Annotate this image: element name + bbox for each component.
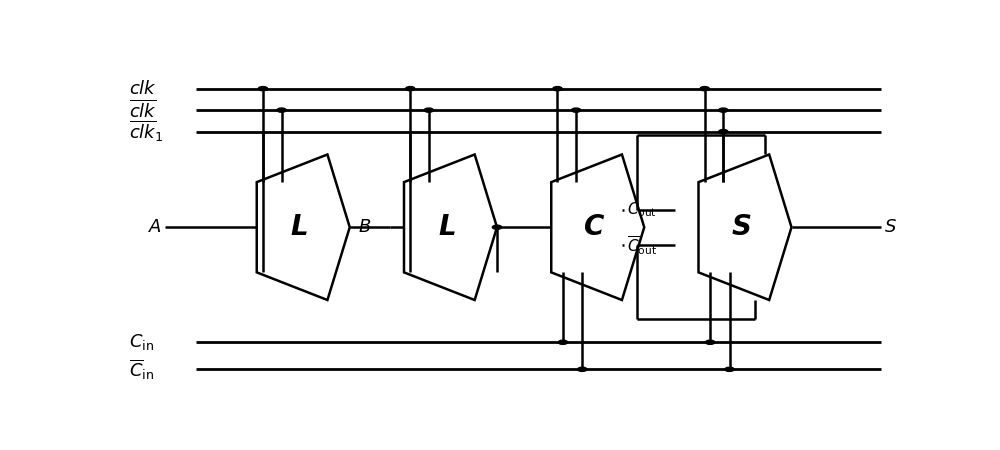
Text: $B$: $B$: [358, 218, 371, 236]
Text: $\overline{clk}_1$: $\overline{clk}_1$: [129, 119, 163, 144]
Text: $S$: $S$: [885, 218, 897, 236]
Text: $\overline{C}_{\rm in}$: $\overline{C}_{\rm in}$: [129, 357, 154, 382]
Text: $clk$: $clk$: [129, 80, 157, 98]
Circle shape: [553, 86, 562, 91]
Text: $\overline{C}_{\rm out}$: $\overline{C}_{\rm out}$: [627, 234, 657, 256]
Circle shape: [571, 108, 581, 112]
Circle shape: [558, 340, 568, 344]
Circle shape: [719, 108, 728, 112]
Circle shape: [700, 86, 709, 91]
Circle shape: [578, 367, 587, 371]
Text: $\overline{clk}$: $\overline{clk}$: [129, 99, 157, 121]
Text: L: L: [438, 213, 456, 241]
Text: $C_{\rm out}$: $C_{\rm out}$: [627, 201, 656, 219]
Circle shape: [492, 225, 502, 230]
Circle shape: [277, 108, 286, 112]
Circle shape: [725, 367, 734, 371]
Text: C: C: [584, 213, 604, 241]
Text: L: L: [291, 213, 308, 241]
Circle shape: [719, 130, 728, 134]
Text: S: S: [731, 213, 751, 241]
Circle shape: [424, 108, 433, 112]
Text: $A$: $A$: [148, 218, 162, 236]
Circle shape: [258, 86, 268, 91]
Text: $C_{\rm in}$: $C_{\rm in}$: [129, 332, 154, 352]
Circle shape: [705, 340, 715, 344]
Circle shape: [406, 86, 415, 91]
